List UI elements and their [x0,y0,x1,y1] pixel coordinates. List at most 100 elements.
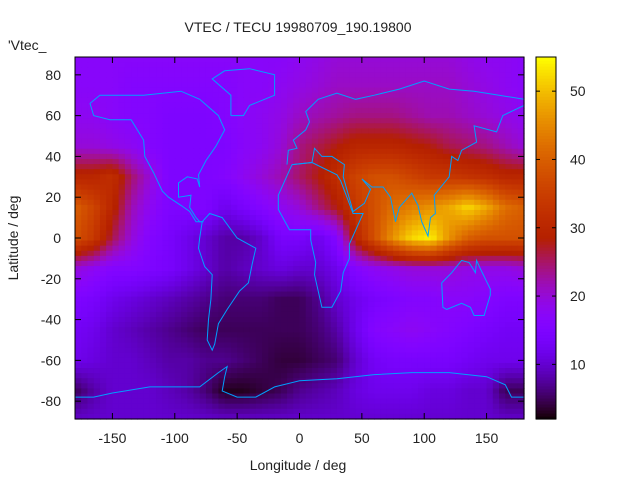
heatmap-cell [361,327,369,333]
heatmap-cell [349,352,357,359]
heatmap-cell [143,357,151,364]
heatmap-cell [305,225,313,231]
heatmap-cell [380,317,388,323]
heatmap-cell [243,276,251,282]
heatmap-cell [249,408,257,415]
heatmap-cell [361,393,369,400]
heatmap-cell [393,204,400,211]
heatmap-cell [137,72,145,78]
heatmap-cell [187,215,195,221]
heatmap-cell [330,82,338,89]
heatmap-cell [280,133,288,140]
heatmap-cell [280,102,288,109]
heatmap-cell [461,286,469,293]
heatmap-cell [280,204,288,211]
heatmap-cell [336,102,344,109]
heatmap-cell [417,286,425,293]
heatmap-cell [137,164,145,170]
heatmap-cell [511,296,519,303]
heatmap-cell [280,357,288,364]
heatmap-cell [393,138,400,145]
heatmap-cell [168,148,176,155]
heatmap-cell [330,255,338,262]
heatmap-cell [411,368,419,374]
heatmap-cell [486,240,494,247]
heatmap-cell [380,169,388,175]
heatmap-cell [249,393,257,400]
heatmap-cell [268,276,276,282]
heatmap-cell [467,199,475,206]
heatmap-cell [355,138,363,145]
heatmap-cell [274,220,282,226]
heatmap-cell [349,266,357,272]
heatmap-cell [330,383,338,390]
heatmap-cell [187,301,195,308]
heatmap-cell [499,332,506,339]
heatmap-cell [75,148,82,155]
heatmap-cell [417,67,425,73]
heatmap-cell [181,72,188,78]
heatmap-cell [424,311,432,318]
heatmap-cell [255,67,263,73]
heatmap-cell [168,393,176,400]
heatmap-cell [168,82,176,89]
heatmap-cell [112,286,120,293]
heatmap-cell [112,403,120,410]
heatmap-cell [330,286,338,293]
heatmap-cell [480,169,488,175]
heatmap-cell [156,67,163,73]
heatmap-cell [243,189,251,196]
heatmap-cell [106,220,114,226]
heatmap-cell [149,281,157,288]
heatmap-cell [311,357,319,364]
heatmap-cell [505,169,513,175]
heatmap-cell [137,148,145,155]
heatmap-cell [124,67,132,73]
heatmap-cell [411,199,419,206]
heatmap-cell [218,204,226,211]
heatmap-cell [442,123,450,129]
heatmap-cell [361,184,369,191]
heatmap-cell [467,368,475,374]
heatmap-cell [237,357,244,364]
heatmap-cell [124,169,132,175]
heatmap-cell [330,179,338,186]
heatmap-cell [243,368,251,374]
heatmap-cell [255,250,263,257]
heatmap-cell [305,67,313,73]
heatmap-cell [149,72,157,78]
heatmap-cell [187,189,195,196]
heatmap-cell [480,107,488,114]
heatmap-cell [237,57,244,63]
heatmap-cell [99,271,107,277]
heatmap-cell [330,138,338,145]
heatmap-cell [274,158,282,165]
heatmap-cell [424,82,432,89]
heatmap-cell [93,306,101,313]
heatmap-cell [436,87,444,94]
heatmap-cell [293,225,301,231]
heatmap-cell [517,245,525,252]
heatmap-cell [181,62,188,68]
heatmap-cell [249,368,257,374]
heatmap-cell [455,250,463,257]
heatmap-cell [399,133,407,140]
heatmap-cell [156,260,163,267]
heatmap-cell [168,143,176,150]
heatmap-cell [343,92,350,99]
heatmap-cell [411,225,419,231]
heatmap-cell [262,317,269,323]
heatmap-cell [343,118,350,124]
heatmap-cell [224,82,232,89]
heatmap-cell [486,153,494,160]
heatmap-cell [336,184,344,191]
heatmap-cell [349,225,357,231]
heatmap-cell [474,266,481,272]
heatmap-cell [187,271,195,277]
heatmap-cell [187,286,195,293]
heatmap-cell [486,306,494,313]
heatmap-cell [511,362,519,369]
heatmap-cell [199,317,207,323]
heatmap-cell [411,62,419,68]
heatmap-cell [268,225,276,231]
